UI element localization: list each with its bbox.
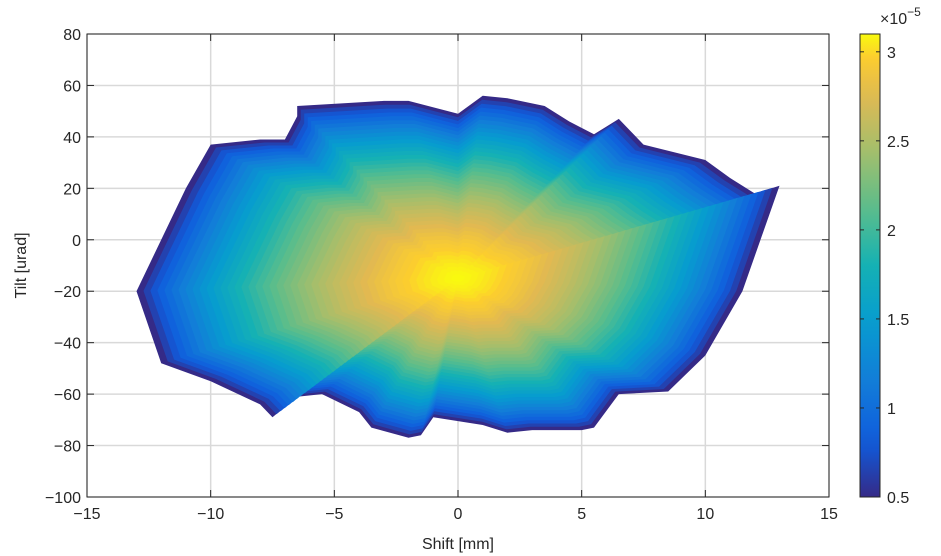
y-tick-label: −80 [54,439,81,456]
x-tick-label: −10 [197,506,224,523]
colorbar: 0.5 1 1.5 2 2.5 3 ×10−5 [859,5,921,507]
colorbar-tick-label: 2.5 [887,134,909,151]
colorbar-exponent-label: ×10−5 [880,5,921,28]
x-tick-label: −5 [325,506,343,523]
heatmap-surface [136,95,780,438]
colorbar-gradient [859,33,881,498]
x-tick-label: 15 [820,506,838,523]
y-axis: −100 −80 −60 −40 −20 0 20 40 60 80 [45,27,829,507]
y-tick-label: −100 [45,490,81,507]
y-tick-label: 40 [63,130,81,147]
colorbar-tick-label: 1 [887,401,896,418]
surface-contour [451,274,465,282]
y-axis-label: Tilt [urad] [13,232,30,298]
colorbar-tick-label: 0.5 [887,490,909,507]
y-tick-label: 80 [63,27,81,44]
x-tick-label: 10 [696,506,714,523]
y-tick-label: −60 [54,387,81,404]
colorbar-exponent-base: ×10 [880,11,907,28]
x-tick-label: 5 [577,506,586,523]
x-axis: −15 −10 −5 0 5 10 15 [73,34,838,523]
y-tick-label: 60 [63,78,81,95]
colorbar-tick-label: 1.5 [887,312,909,329]
y-tick-label: 0 [72,233,81,250]
y-tick-label: −40 [54,336,81,353]
x-axis-label: Shift [mm] [422,536,494,553]
colorbar-exponent-power: −5 [907,5,921,19]
x-tick-label: 0 [454,506,463,523]
y-tick-label: −20 [54,284,81,301]
colorbar-tick-label: 2 [887,223,896,240]
x-tick-label: −15 [73,506,100,523]
colorbar-ticks: 0.5 1 1.5 2 2.5 3 [860,45,909,507]
y-tick-label: 20 [63,181,81,198]
colorbar-tick-label: 3 [887,45,896,62]
